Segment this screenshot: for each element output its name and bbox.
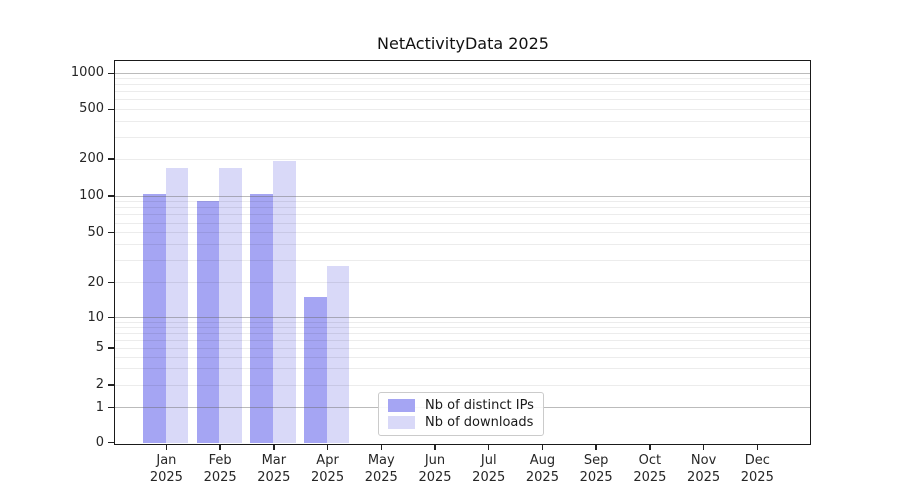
gridline-minor-800 (115, 84, 810, 86)
gridline-minor-20 (115, 282, 810, 284)
gridline-minor-900 (115, 78, 810, 80)
gridline-minor-70 (115, 214, 810, 216)
gridline-minor-2 (115, 384, 810, 386)
y-tick-mark-500 (108, 108, 114, 110)
gridline-major-10 (115, 317, 810, 319)
x-tick-mark-11 (756, 444, 758, 450)
x-tick-mark-10 (702, 444, 705, 450)
chart-title: NetActivityData 2025 (377, 34, 549, 53)
y-tick-label-500: 500 (79, 101, 104, 117)
gridline-minor-40 (115, 244, 810, 246)
legend: Nb of distinct IPs Nb of downloads (378, 392, 544, 436)
x-tick-mark-3 (326, 444, 329, 450)
x-tick-mark-0 (165, 444, 168, 450)
y-tick-mark-2 (108, 384, 114, 386)
gridline-major-1000 (115, 72, 810, 74)
y-tick-label-200: 200 (79, 151, 104, 166)
x-tick-label-sep: Sep 2025 (579, 453, 613, 485)
x-tick-label-apr: Apr 2025 (311, 453, 345, 485)
gridline-minor-5 (115, 347, 810, 349)
gridline-minor-3 (115, 368, 810, 370)
x-tick-mark-4 (380, 444, 382, 450)
y-tick-label-10: 10 (87, 309, 104, 325)
x-tick-mark-8 (595, 444, 597, 450)
x-tick-mark-6 (488, 444, 490, 450)
x-tick-label-oct: Oct 2025 (633, 453, 667, 485)
gridline-minor-200 (115, 158, 810, 160)
gridline-minor-500 (115, 108, 810, 110)
x-tick-label-jul: Jul 2025 (472, 453, 506, 485)
y-tick-label-100: 100 (79, 188, 104, 203)
y-tick-mark-5 (108, 347, 114, 349)
x-tick-mark-9 (649, 444, 651, 450)
x-tick-label-mar: Mar 2025 (257, 453, 291, 485)
bar-distinct-ips-apr (304, 296, 327, 444)
x-tick-label-aug: Aug 2025 (525, 453, 559, 485)
gridline-minor-90 (115, 201, 810, 203)
x-tick-label-may: May 2025 (364, 453, 398, 485)
y-tick-label-2: 2 (95, 377, 104, 392)
x-tick-label-nov: Nov 2025 (687, 453, 721, 485)
bar-downloads-mar (272, 161, 296, 444)
x-tick-mark-7 (541, 444, 544, 450)
y-tick-label-1: 1 (95, 399, 104, 415)
gridline-minor-4 (115, 356, 810, 358)
legend-item-distinct-ips: Nb of distinct IPs (388, 398, 534, 413)
gridline-minor-6 (115, 339, 810, 341)
y-tick-label-50: 50 (87, 224, 104, 240)
x-tick-label-feb: Feb 2025 (203, 453, 237, 485)
y-tick-mark-10 (108, 317, 114, 319)
plot-area (114, 60, 811, 445)
gridline-minor-7 (115, 332, 810, 334)
gridline-minor-600 (115, 99, 810, 101)
x-tick-label-jun: Jun 2025 (418, 453, 452, 485)
y-tick-label-1000: 1000 (70, 65, 104, 81)
y-tick-mark-100 (108, 195, 114, 197)
legend-swatch-downloads (388, 416, 415, 429)
gridline-major-100 (115, 195, 810, 197)
y-tick-mark-0 (108, 441, 114, 444)
gridline-minor-60 (115, 222, 810, 224)
bar-distinct-ips-jan (143, 194, 166, 444)
gridline-minor-9 (115, 321, 810, 323)
y-tick-mark-200 (108, 158, 114, 160)
bar-distinct-ips-feb (196, 200, 220, 444)
bar-distinct-ips-mar (250, 193, 274, 444)
y-tick-mark-1000 (108, 72, 114, 74)
gridline-minor-8 (115, 327, 810, 329)
x-tick-mark-5 (434, 444, 436, 450)
y-tick-label-5: 5 (95, 340, 104, 355)
legend-item-downloads: Nb of downloads (388, 415, 534, 430)
gridline-minor-30 (115, 260, 810, 262)
y-tick-mark-20 (108, 282, 114, 284)
y-tick-mark-50 (108, 232, 114, 234)
bar-downloads-feb (219, 168, 242, 444)
bar-downloads-jan (165, 168, 189, 444)
y-tick-label-20: 20 (87, 274, 104, 290)
x-tick-mark-2 (273, 444, 275, 450)
y-tick-label-0: 0 (95, 434, 104, 450)
gridline-minor-400 (115, 121, 810, 122)
gridline-minor-80 (115, 207, 810, 209)
gridline-minor-300 (115, 136, 810, 138)
x-tick-label-jan: Jan 2025 (149, 453, 183, 485)
x-tick-label-dec: Dec 2025 (740, 453, 774, 485)
bar-downloads-apr (326, 265, 350, 444)
y-tick-mark-1 (108, 407, 114, 409)
gridline-minor-700 (115, 91, 810, 93)
x-tick-mark-1 (219, 444, 221, 450)
legend-label-downloads: Nb of downloads (425, 415, 534, 430)
legend-swatch-distinct-ips (388, 399, 415, 412)
gridline-minor-50 (115, 232, 810, 234)
legend-label-distinct-ips: Nb of distinct IPs (425, 398, 534, 413)
